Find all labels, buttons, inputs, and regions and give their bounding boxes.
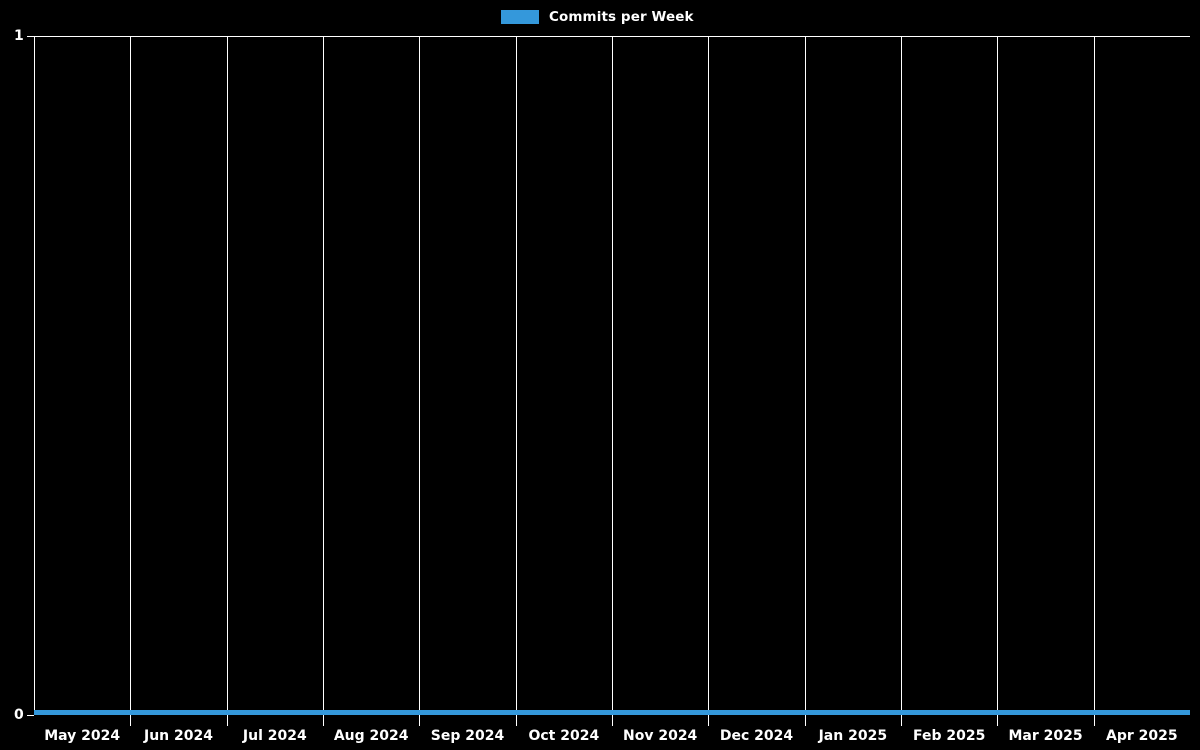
x-axis-tick-label: Jan 2025 (818, 728, 888, 744)
x-gridline (516, 36, 517, 726)
x-axis-tick-label: Feb 2025 (912, 728, 986, 744)
x-gridline (901, 36, 902, 726)
y-axis-tick-mark-1 (27, 36, 34, 37)
x-gridline (1094, 36, 1095, 726)
plot-area (34, 36, 1190, 726)
x-axis-tick-label: Mar 2025 (1008, 728, 1083, 744)
x-gridline (419, 36, 420, 726)
x-axis-tick-label: Oct 2024 (528, 728, 600, 744)
x-gridline (323, 36, 324, 726)
x-gridline (612, 36, 613, 726)
x-axis-tick-label: Aug 2024 (333, 728, 409, 744)
x-axis-tick-label: Jul 2024 (242, 728, 307, 744)
axis-spine-left (34, 36, 35, 715)
x-gridline (997, 36, 998, 726)
chart-legend: Commits per Week (501, 8, 694, 26)
x-gridline (130, 36, 131, 726)
legend-color-swatch (501, 10, 539, 24)
legend-label-commits-per-week: Commits per Week (549, 9, 694, 25)
x-gridline (227, 36, 228, 726)
x-axis-tick-label: Nov 2024 (623, 728, 698, 744)
x-gridline (805, 36, 806, 726)
x-axis-tick-label: Dec 2024 (719, 728, 794, 744)
x-axis-tick-label: Sep 2024 (430, 728, 505, 744)
x-axis-tick-label: Jun 2024 (144, 728, 213, 744)
y-axis-tick-mark-0 (27, 715, 34, 716)
x-axis-tick-label: Apr 2025 (1106, 728, 1178, 744)
x-axis-tick-label: May 2024 (44, 728, 121, 744)
series-line-commits-per-week (34, 710, 1190, 715)
x-gridline (708, 36, 709, 726)
